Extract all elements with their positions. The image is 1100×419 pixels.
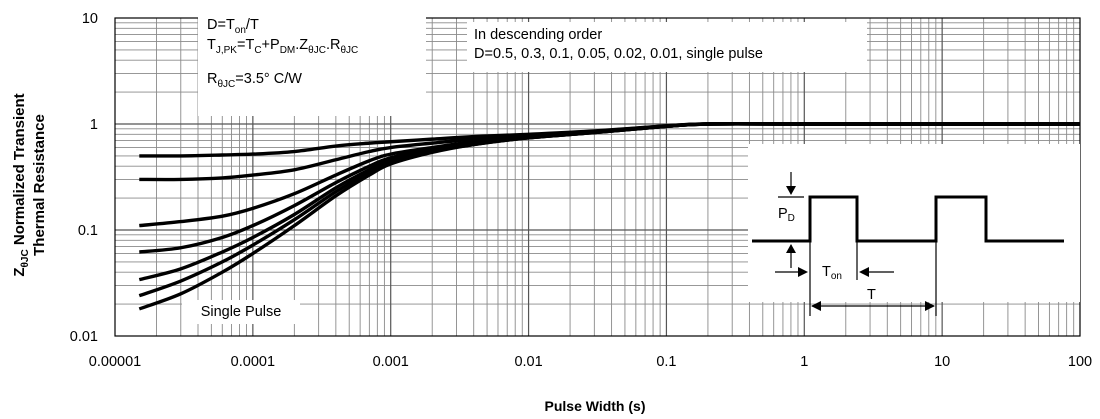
y-axis-label-line2: Thermal Resistance — [31, 114, 48, 256]
order-annotation: In descending order D=0.5, 0.3, 0.1, 0.0… — [467, 22, 867, 72]
pd-label: PD — [778, 206, 795, 224]
order-line2: D=0.5, 0.3, 0.1, 0.05, 0.02, 0.01, singl… — [474, 46, 763, 62]
order-line1: In descending order — [474, 27, 603, 43]
single-pulse-label: Single Pulse — [182, 300, 300, 324]
ton-arrowhead-right — [859, 267, 869, 277]
y-axis-symbol-sub: θJC — [20, 249, 31, 268]
x-tick-label: 10 — [934, 354, 950, 370]
y-axis-label-line1: Normalized Transient — [11, 93, 28, 246]
x-tick-label: 0.1 — [656, 354, 676, 370]
y-tick-label: 10 — [82, 11, 98, 27]
duty-formula: D=Ton/T — [207, 17, 259, 36]
formula-annotation: D=Ton/T TJ,PK=TC+PDM.ZθJC.RθJC RθJC=3.5°… — [198, 12, 426, 116]
x-axis-label: Pulse Width (s) — [544, 398, 646, 414]
pd-arrowhead-up — [786, 244, 796, 253]
x-tick-label: 0.01 — [514, 354, 542, 370]
series-line-7 — [138, 122, 1080, 311]
y-tick-label: 0.01 — [70, 329, 98, 345]
series-layer — [138, 122, 1080, 311]
pulse-inset — [748, 144, 1080, 316]
inset-background — [748, 144, 1080, 302]
x-tick-label: 0.0001 — [231, 354, 275, 370]
period-arrowhead-right — [925, 301, 935, 311]
y-axis-label: ZθJC Normalized Transient Thermal Resist… — [0, 20, 60, 350]
r-formula: RθJC=3.5° C/W — [207, 71, 302, 90]
x-tick-label: 100 — [1068, 354, 1092, 370]
x-tick-label: 0.001 — [373, 354, 409, 370]
ton-arrowhead-left — [798, 267, 808, 277]
pd-arrowhead-down — [786, 186, 796, 195]
x-tick-label: 0.00001 — [89, 354, 141, 370]
x-tick-labels: 0.00001 0.0001 0.001 0.01 0.1 1 10 100 — [89, 354, 1092, 370]
y-tick-label: 0.1 — [78, 223, 98, 239]
y-tick-label: 1 — [90, 117, 98, 133]
tj-formula: TJ,PK=TC+PDM.ZθJC.RθJC — [207, 37, 359, 56]
x-tick-label: 1 — [800, 354, 808, 370]
period-arrowhead-left — [811, 301, 821, 311]
y-axis-symbol: Z — [11, 267, 28, 277]
period-label: T — [867, 287, 876, 303]
ton-label: Ton — [822, 264, 842, 282]
y-tick-labels: 0.01 0.1 1 10 — [70, 11, 98, 345]
pulse-waveform — [752, 195, 1064, 243]
